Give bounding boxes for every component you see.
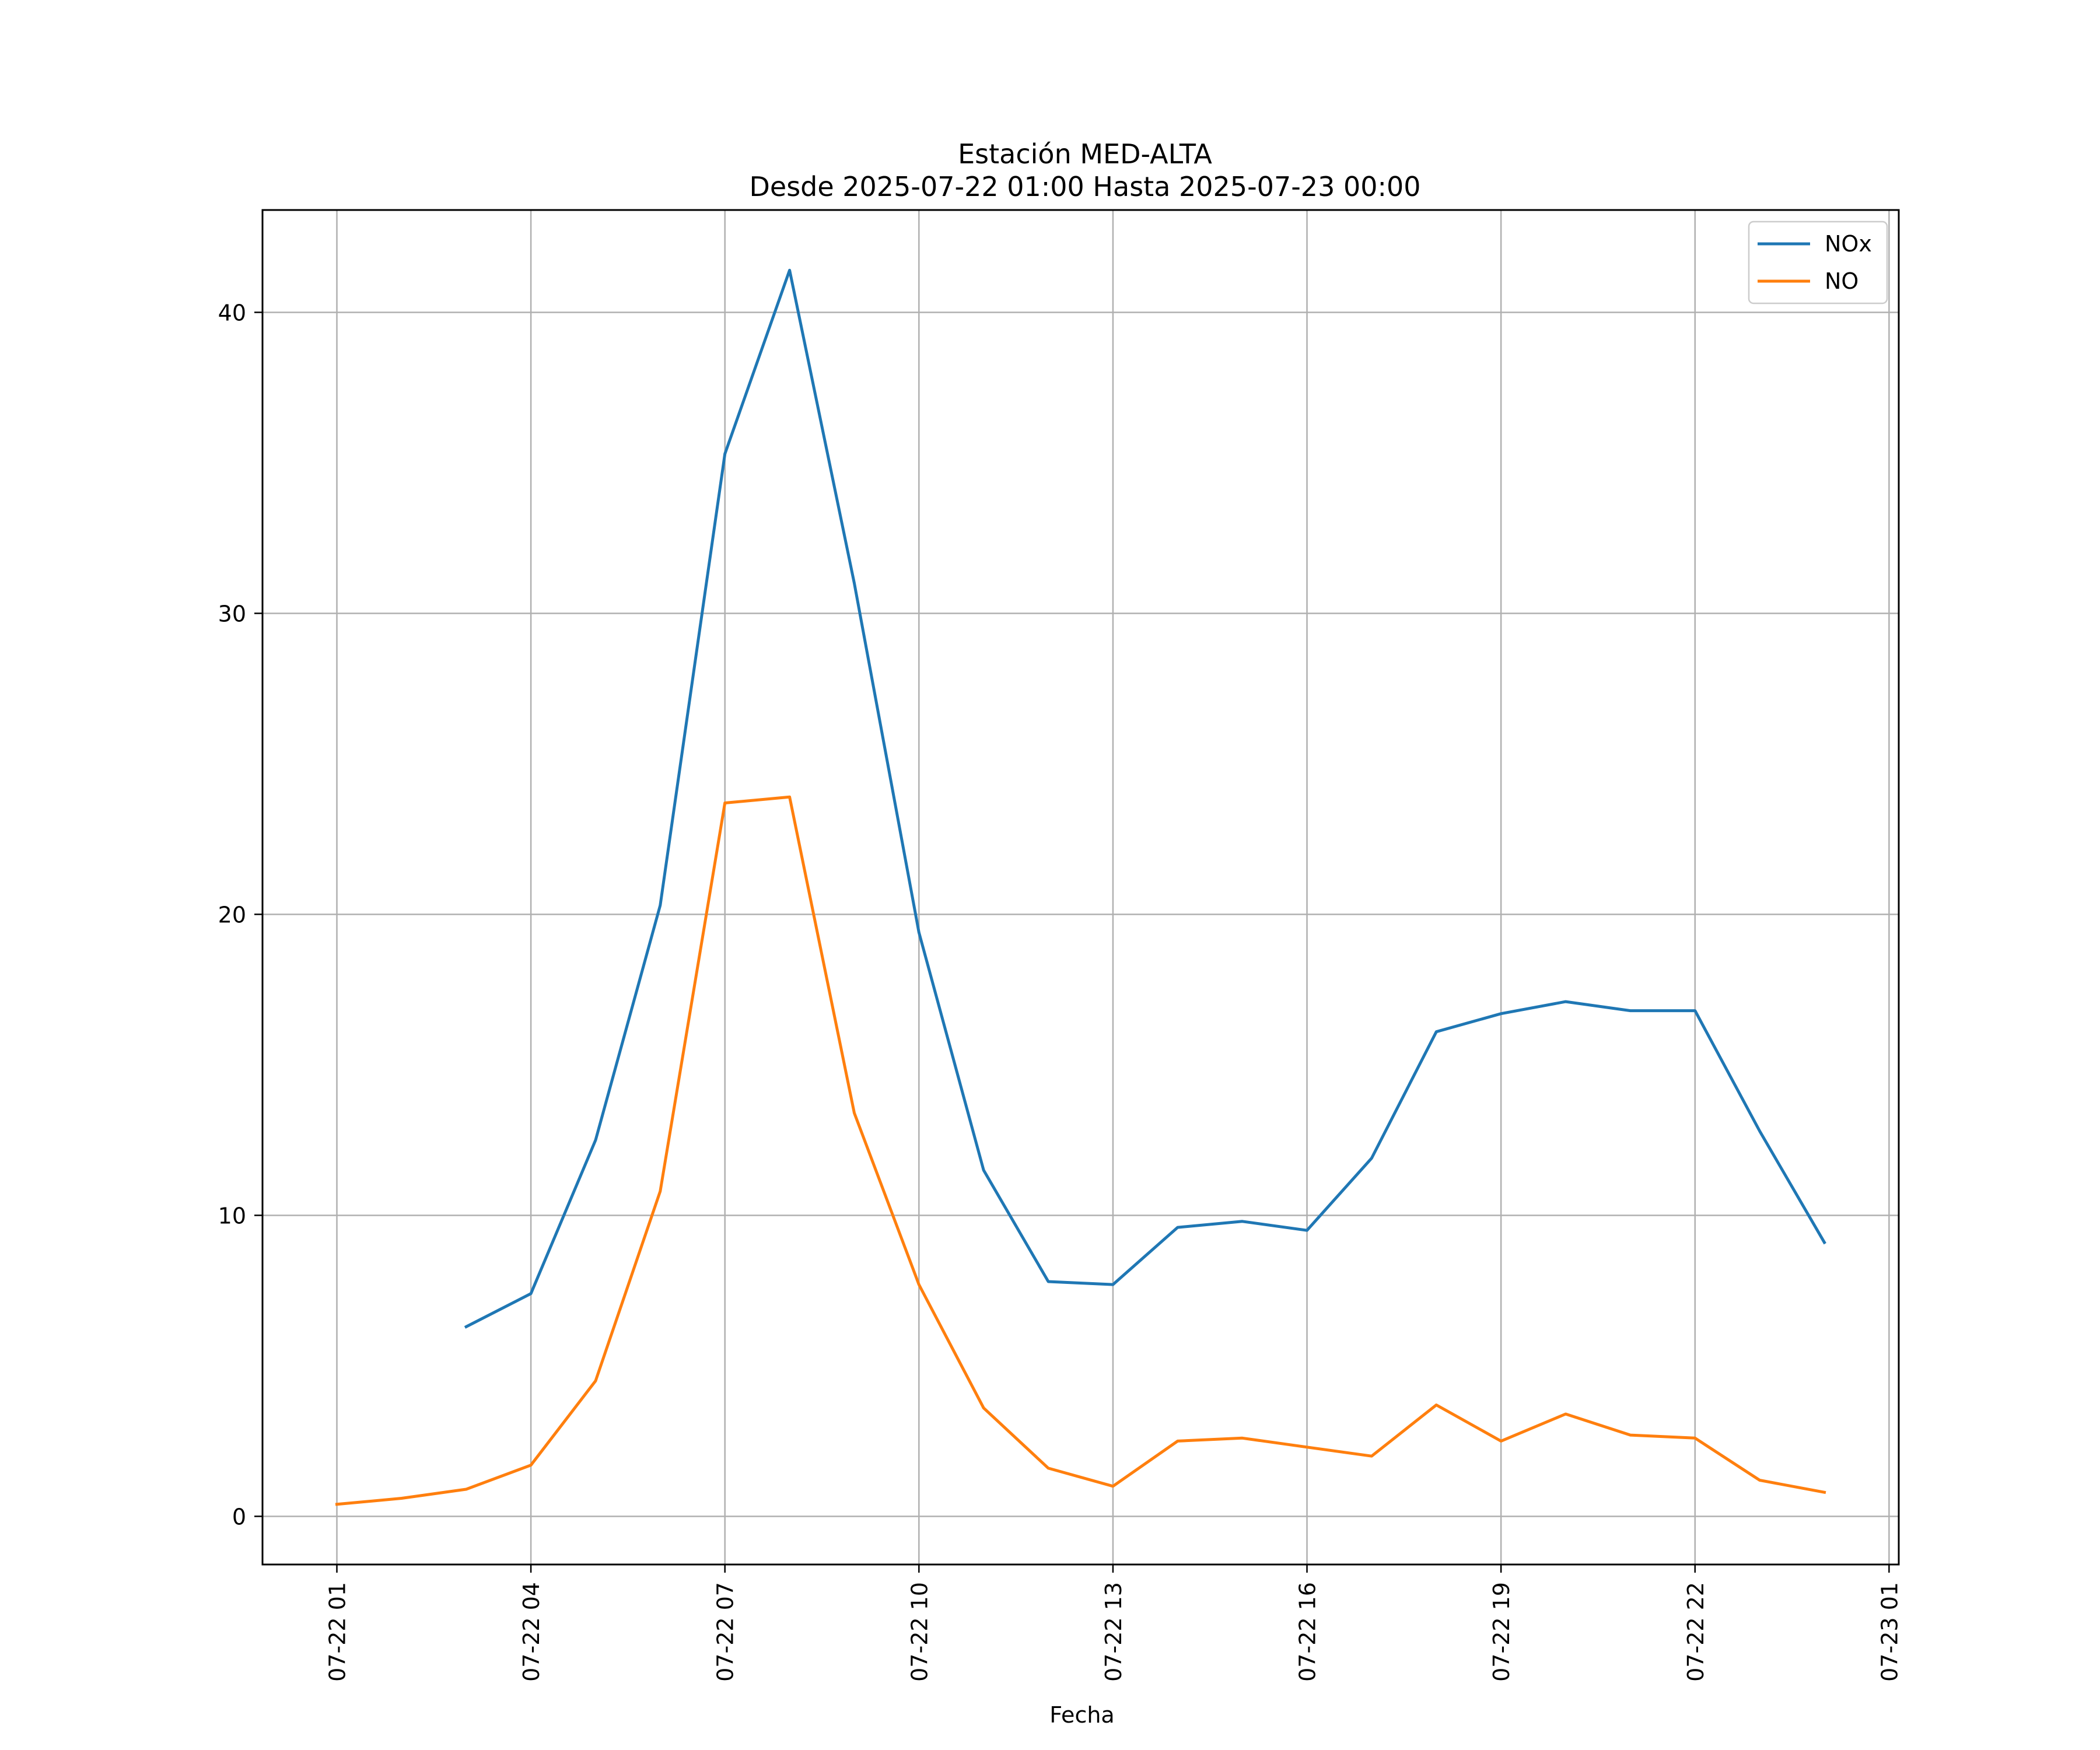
series-lines xyxy=(335,268,1826,1506)
x-axis: 07-22 01 07-22 04 07-22 07 07-22 10 07-22 13… xyxy=(325,1564,1902,1682)
x-tick-label: 07-22 04 xyxy=(519,1582,544,1682)
x-tick-label: 07-22 16 xyxy=(1295,1582,1321,1682)
x-tick-label: 07-23 01 xyxy=(1877,1582,1902,1682)
x-tick-label: 07-22 13 xyxy=(1101,1582,1126,1682)
x-tick-label: 07-22 01 xyxy=(325,1582,351,1682)
x-tick-label: 07-22 19 xyxy=(1489,1582,1514,1682)
x-axis-label: Fecha xyxy=(1049,1702,1114,1728)
x-tick-label: 07-22 07 xyxy=(713,1582,738,1682)
x-tick-label: 07-22 10 xyxy=(907,1582,932,1682)
legend-label-nox: NOx xyxy=(1825,231,1872,257)
legend-box xyxy=(1748,220,1888,304)
legend-label-no: NO xyxy=(1825,268,1859,294)
y-tick-label: 20 xyxy=(218,902,246,928)
chart-subtitle: Desde 2025-07-22 01:00 Hasta 2025-07-23 … xyxy=(749,171,1420,202)
x-tick-label: 07-22 22 xyxy=(1683,1582,1709,1682)
y-tick-label: 0 xyxy=(232,1504,246,1530)
y-tick-label: 40 xyxy=(218,300,246,326)
legend: NOx NO xyxy=(1748,220,1888,304)
series-line-nox xyxy=(464,268,1826,1329)
y-axis: 0 10 20 30 40 xyxy=(218,300,262,1530)
chart-title: Estación MED-ALTA xyxy=(958,138,1212,170)
y-tick-label: 30 xyxy=(218,601,246,626)
plot-frame xyxy=(261,209,1900,1566)
grid-lines xyxy=(262,210,1899,1564)
series-line-no xyxy=(335,795,1826,1506)
y-tick-label: 10 xyxy=(218,1203,246,1228)
